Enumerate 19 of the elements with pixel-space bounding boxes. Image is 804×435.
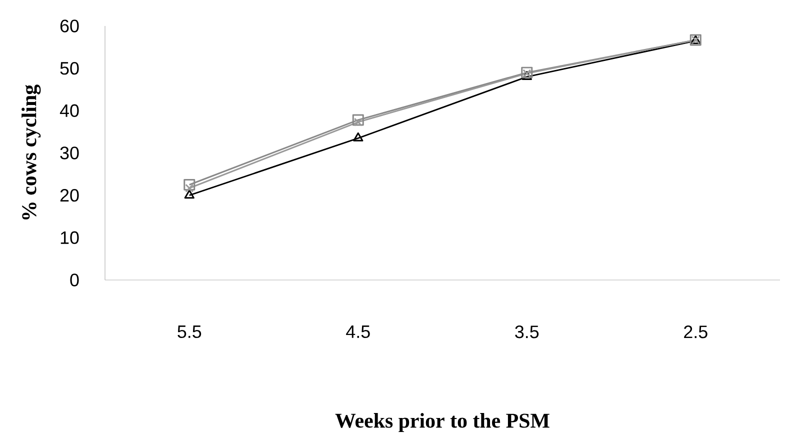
- point: [353, 132, 364, 142]
- y-tick-label: 40: [60, 104, 79, 117]
- point: [354, 118, 362, 126]
- y-tick-label: 30: [60, 146, 79, 160]
- y-tick-label: 20: [60, 188, 79, 202]
- point: [352, 114, 364, 126]
- x-tick-label: 4.5: [346, 325, 370, 338]
- y-tick-label: 0: [70, 273, 79, 286]
- x-tick-label: 2.5: [684, 325, 708, 338]
- x-tick-label: 5.5: [178, 325, 202, 338]
- point: [184, 189, 194, 198]
- point: [185, 184, 194, 192]
- y-tick-label: 10: [60, 231, 79, 244]
- y-tick-label: 60: [60, 19, 79, 32]
- y-axis-title: % cows cycling: [22, 84, 41, 220]
- y-tick-label: 50: [60, 62, 79, 74]
- x-tick-label: 3.5: [515, 325, 539, 338]
- x-axis-title: Weeks prior to the PSM: [335, 412, 550, 432]
- point: [184, 178, 196, 190]
